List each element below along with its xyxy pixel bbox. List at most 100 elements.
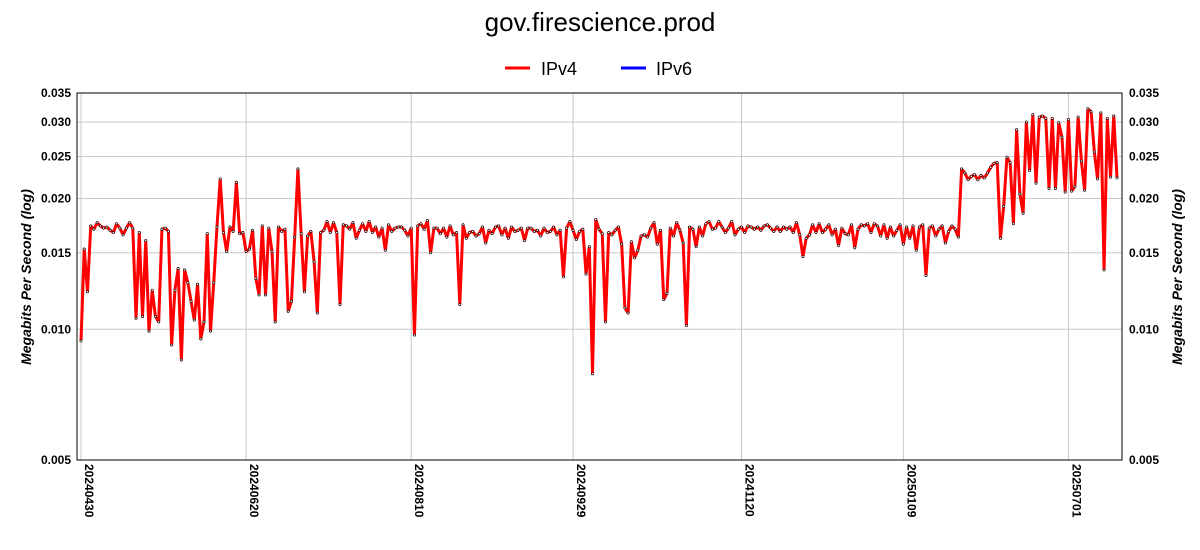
y-tick-label-right: 0.025 <box>1129 149 1159 163</box>
data-point <box>86 290 89 294</box>
data-point <box>147 329 151 333</box>
data-point <box>969 174 973 178</box>
data-point <box>128 221 131 225</box>
data-point <box>416 224 420 228</box>
data-point <box>519 226 523 230</box>
data-point <box>888 225 892 229</box>
data-point <box>144 239 148 243</box>
data-point <box>911 224 915 228</box>
grid <box>77 92 1122 461</box>
data-point <box>393 226 397 230</box>
data-point <box>613 228 617 232</box>
data-point <box>503 226 507 230</box>
data-point <box>846 233 850 237</box>
y-tick-label-left: 0.015 <box>41 246 71 260</box>
legend: IPv4 IPv6 <box>505 59 692 79</box>
data-point <box>817 222 821 226</box>
data-point <box>532 230 536 233</box>
data-point <box>921 223 925 227</box>
data-point <box>273 320 277 324</box>
data-point <box>1102 268 1106 272</box>
data-point <box>1067 118 1070 121</box>
data-point <box>92 227 96 231</box>
data-point <box>429 251 433 255</box>
x-ticks: 20240430 20240620 20240810 20240929 20241120… <box>82 464 1083 518</box>
data-point <box>678 228 682 232</box>
data-point <box>487 228 491 232</box>
data-point <box>879 234 883 238</box>
data-point <box>626 311 630 315</box>
y-tick-label-right: 0.035 <box>1129 86 1159 100</box>
data-point <box>966 178 970 182</box>
y-tick-label-left: 0.035 <box>41 86 71 100</box>
data-point <box>895 228 899 232</box>
data-point <box>850 223 853 227</box>
data-point <box>1086 107 1090 111</box>
data-point <box>484 241 488 245</box>
x-tick-label: 20240810 <box>412 464 426 518</box>
data-point <box>458 303 462 306</box>
data-point <box>247 247 251 251</box>
data-point <box>594 218 598 221</box>
data-point <box>183 268 187 272</box>
data-point <box>1050 116 1054 120</box>
data-point <box>545 231 549 234</box>
data-point <box>118 226 122 230</box>
data-point <box>377 235 381 239</box>
data-point <box>244 250 248 253</box>
data-point <box>529 226 533 230</box>
data-point <box>804 236 808 240</box>
data-point <box>260 224 264 228</box>
data-point <box>571 228 575 232</box>
data-point <box>400 225 403 229</box>
data-point <box>309 230 313 233</box>
data-point <box>1092 150 1096 154</box>
data-point <box>1083 188 1087 192</box>
data-point <box>950 224 954 228</box>
data-point <box>1024 120 1028 124</box>
data-point <box>312 260 316 264</box>
data-point <box>623 306 627 310</box>
data-point <box>597 227 601 231</box>
data-point <box>953 227 957 231</box>
data-point <box>390 230 394 233</box>
y-tick-label-left: 0.020 <box>41 192 71 206</box>
data-point <box>840 226 844 230</box>
data-point <box>1096 177 1099 181</box>
data-point <box>1089 110 1093 114</box>
data-point <box>820 231 824 234</box>
data-point <box>445 235 449 239</box>
y-tick-label-left: 0.010 <box>41 322 71 336</box>
data-point <box>604 320 607 324</box>
data-point <box>733 233 737 237</box>
data-point <box>523 239 526 243</box>
data-point <box>199 337 203 341</box>
data-point <box>992 161 996 165</box>
data-point <box>778 230 782 233</box>
data-point <box>121 233 125 237</box>
data-point <box>426 219 429 222</box>
data-point <box>662 298 666 302</box>
data-point <box>358 228 361 232</box>
data-point <box>141 315 144 318</box>
data-point <box>1054 187 1057 190</box>
data-point <box>477 232 481 236</box>
data-point <box>1021 211 1025 215</box>
data-point <box>749 225 753 229</box>
data-point <box>163 226 167 230</box>
data-point <box>633 256 637 260</box>
data-point <box>694 245 698 249</box>
data-point <box>681 241 685 245</box>
data-point <box>710 227 714 231</box>
y-axis-label-right: Megabits Per Second (log) <box>1169 189 1185 365</box>
data-point <box>513 230 517 233</box>
data-point <box>960 167 964 171</box>
data-point <box>111 231 115 234</box>
data-point <box>775 225 779 229</box>
data-point <box>497 224 501 228</box>
data-point <box>1044 116 1048 120</box>
data-point <box>642 233 646 237</box>
data-point <box>934 234 938 238</box>
data-point <box>905 225 908 229</box>
y-tick-label-left: 0.025 <box>41 149 71 163</box>
